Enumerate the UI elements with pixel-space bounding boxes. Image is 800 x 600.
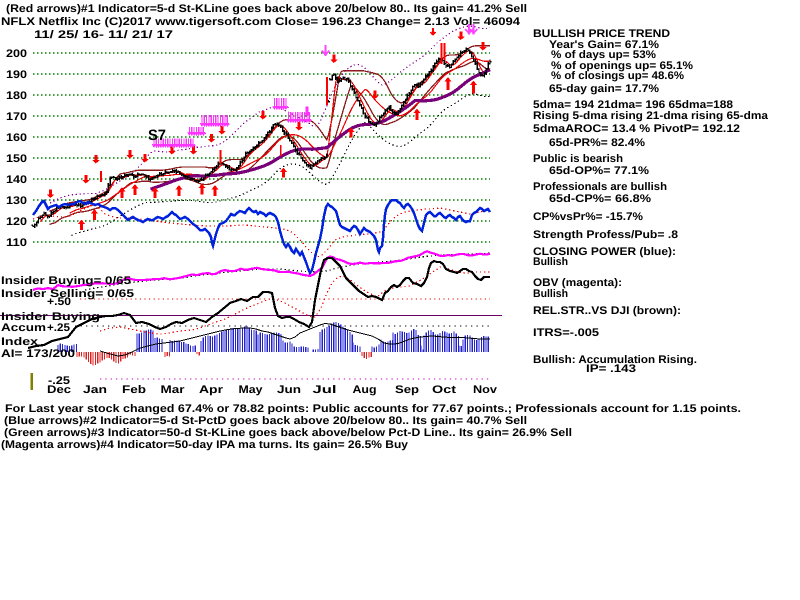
svg-text:(Red arrows)#1 Indicator=5-d S: (Red arrows)#1 Indicator=5-d St-KLine go… [6,3,527,15]
svg-text:Jul: Jul [313,384,337,396]
svg-text:Insider Buying= 0/65: Insider Buying= 0/65 [1,275,131,287]
svg-text:Bullish: Bullish [533,288,568,300]
svg-text:AI= 173/200: AI= 173/200 [1,348,75,360]
svg-text:160: 160 [6,132,27,144]
svg-text:180: 180 [6,90,27,102]
svg-text:For Last year stock changed 6: For Last year stock changed 67.4% or 78.… [5,403,741,415]
svg-text:ITRS=-.005: ITRS=-.005 [533,327,599,339]
svg-text:65d-PR%= 82.4%: 65d-PR%= 82.4% [549,137,645,149]
svg-text:Dec: Dec [47,384,71,396]
svg-text:Year's Gain= 67.1%: Year's Gain= 67.1% [549,39,659,51]
svg-text:Insider Buying: Insider Buying [1,311,100,323]
svg-text:Nov: Nov [473,384,498,396]
svg-text:(Blue arrows)#2 Indicator=5-d: (Blue arrows)#2 Indicator=5-d St-PctD go… [4,415,527,427]
svg-text:110: 110 [6,237,27,249]
svg-text:Bullish: Accumulation Rising.: Bullish: Accumulation Rising. [533,354,697,366]
svg-text:S7: S7 [148,127,166,144]
svg-text:Jan: Jan [83,384,107,396]
svg-text:(Green arrows)#3 Indicator=50-: (Green arrows)#3 Indicator=50-d St-KLine… [4,427,572,439]
svg-text:Public is bearish: Public is bearish [533,153,623,165]
svg-text:OBV (magenta):: OBV (magenta): [533,277,622,289]
svg-text:5dmaAROC= 13.4 % PivotP= 192.: 5dmaAROC= 13.4 % PivotP= 192.12 [533,123,740,135]
svg-text:190: 190 [6,69,27,81]
svg-text:-.25: -.25 [48,375,70,387]
svg-text:Accum: Accum [1,322,46,334]
svg-text:Insider Selling= 0/65: Insider Selling= 0/65 [1,288,134,300]
svg-text:BULLISH PRICE TREND: BULLISH PRICE TREND [533,28,670,40]
svg-text:Bullish: Bullish [533,256,568,268]
svg-text:65d-OP%= 77.1%: 65d-OP%= 77.1% [549,165,649,177]
svg-text:170: 170 [6,111,27,123]
svg-text:Jun: Jun [277,384,301,396]
svg-text:130: 130 [6,195,27,207]
svg-text:Oct: Oct [432,384,456,396]
svg-text:% of closings up= 48.6%: % of closings up= 48.6% [551,70,684,82]
svg-text:REL.STR..VS DJI (brown):: REL.STR..VS DJI (brown): [533,305,681,317]
svg-text:CLOSING POWER (blue):: CLOSING POWER (blue): [533,246,676,258]
svg-text:IP= .143: IP= .143 [586,363,636,375]
svg-text:Index: Index [1,336,39,348]
svg-text:NFLX Netflix Inc (C)2017 www: NFLX Netflix Inc (C)2017 www.tigersoft.c… [1,16,521,28]
svg-text:5dma= 194 21dma= 196 65dma=188: 5dma= 194 21dma= 196 65dma=188 [533,99,733,111]
svg-text:Feb: Feb [122,384,146,396]
svg-text:200: 200 [6,48,27,60]
svg-text:Strength Profess/Pub= .8: Strength Profess/Pub= .8 [533,229,678,241]
svg-text:% of days up= 53%: % of days up= 53% [551,49,656,61]
svg-text:Sep: Sep [395,384,419,396]
svg-text:Apr: Apr [199,384,224,396]
svg-text:65d-CP%= 66.8%: 65d-CP%= 66.8% [549,193,651,205]
svg-text:+.50: +.50 [47,296,71,308]
svg-text:Professionals are bullish: Professionals are bullish [533,181,667,193]
svg-text:(Magenta arrows)#4 Indicator=5: (Magenta arrows)#4 Indicator=50-day IPA … [1,439,409,451]
svg-text:May: May [239,384,264,396]
svg-text:Mar: Mar [161,384,186,396]
svg-text:150: 150 [6,153,27,165]
svg-text:+.25: +.25 [47,322,70,334]
svg-text:CP%vsPr%= -15.7%: CP%vsPr%= -15.7% [533,211,643,223]
svg-text:% of openings up= 65.1%: % of openings up= 65.1% [551,60,693,72]
svg-text:Aug: Aug [353,384,377,396]
svg-text:140: 140 [6,174,27,186]
svg-text:120: 120 [6,216,27,228]
svg-text:65-day gain= 17.7%: 65-day gain= 17.7% [549,83,659,95]
svg-text:Rising 5-dma rising 21-dma ris: Rising 5-dma rising 21-dma rising 65-dma [533,110,769,122]
svg-text:11/ 25/ 16- 11/ 21/ 17: 11/ 25/ 16- 11/ 21/ 17 [34,29,173,41]
